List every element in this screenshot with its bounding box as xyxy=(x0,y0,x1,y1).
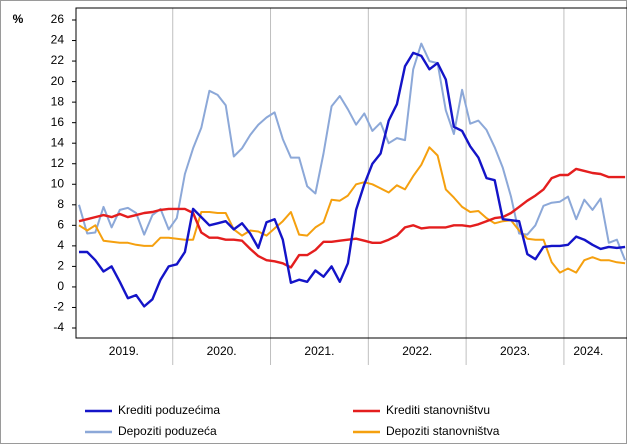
x-tick-label: 2021. xyxy=(304,344,334,358)
y-tick-label: 4 xyxy=(57,238,64,252)
x-tick-label: 2023. xyxy=(500,344,530,358)
y-tick-label: -2 xyxy=(53,300,64,314)
y-tick-label: 14 xyxy=(51,135,65,149)
y-tick-label: 6 xyxy=(57,218,64,232)
legend-label: Depoziti poduzeća xyxy=(118,424,217,438)
series-line xyxy=(78,167,626,269)
y-tick-label: 2 xyxy=(57,259,64,273)
y-tick-label: 8 xyxy=(57,197,64,211)
legend-label: Depoziti stanovništva xyxy=(386,424,500,438)
y-axis-label: % xyxy=(13,12,24,26)
series-line xyxy=(79,51,626,308)
x-tick-label: 2022. xyxy=(402,344,432,358)
x-tick-label: 2019. xyxy=(109,344,139,358)
y-tick-label: 18 xyxy=(51,94,65,108)
x-tick-label: 2020. xyxy=(207,344,237,358)
y-tick-label: 22 xyxy=(51,53,65,67)
y-tick-label: 0 xyxy=(57,279,64,293)
legend-label: Krediti stanovništvu xyxy=(386,403,490,417)
y-tick-label: 16 xyxy=(51,115,65,129)
y-tick-label: 12 xyxy=(51,156,65,170)
y-tick-label: 10 xyxy=(51,176,65,190)
y-tick-label: 20 xyxy=(51,74,65,88)
legend-label: Krediti poduzećima xyxy=(118,403,220,417)
series-line xyxy=(78,146,626,274)
y-tick-label: 26 xyxy=(51,12,65,26)
plot-frame xyxy=(75,7,627,339)
y-tick-label: -4 xyxy=(53,320,64,334)
series-line xyxy=(78,42,627,261)
y-tick-label: 24 xyxy=(51,33,65,47)
x-tick-label: 2024. xyxy=(573,344,603,358)
